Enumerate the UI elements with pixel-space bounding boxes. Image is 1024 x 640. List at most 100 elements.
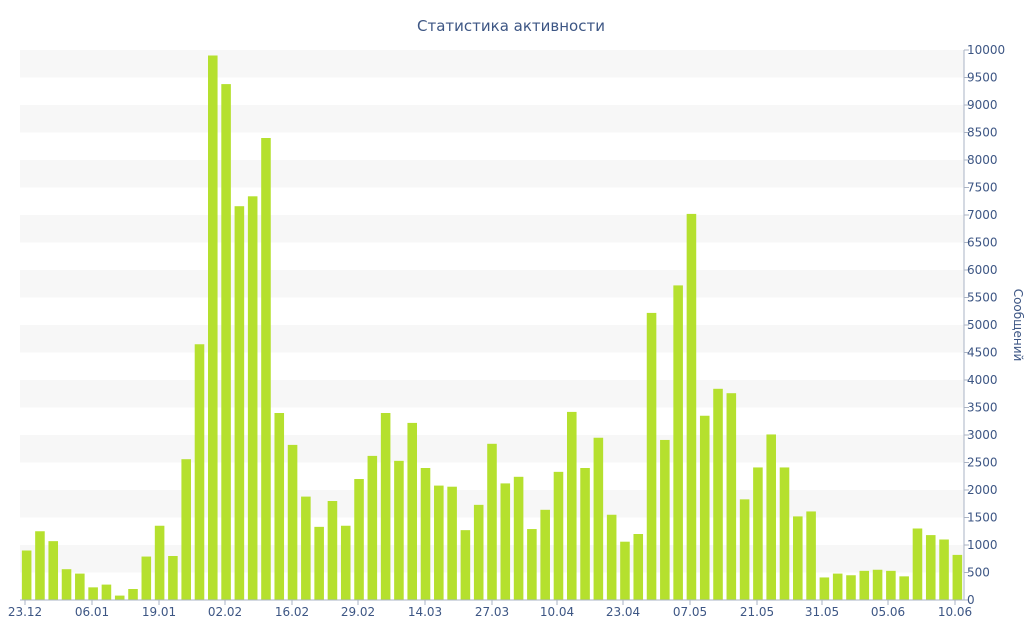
y-tick-label: 10000 [967,43,1005,57]
bar [540,509,550,600]
bar [48,541,59,600]
bar [912,528,923,600]
bar [846,575,856,600]
bar [327,501,338,600]
bar [527,529,537,600]
y-tick-label: 8500 [967,126,998,140]
bar [420,468,431,600]
bar [473,504,484,600]
x-tick-label: 29.02 [341,605,375,619]
x-tick-label: 14.03 [408,605,442,619]
bar [35,531,45,600]
bar [806,511,816,600]
bar [593,437,604,600]
y-tick-label: 5000 [967,318,998,332]
bar [434,485,444,600]
y-tick-label: 2000 [967,483,998,497]
bar [566,411,577,600]
y-tick-label: 8000 [967,153,998,167]
x-tick-label: 07.05 [673,605,707,619]
chart-title: Статистика активности [417,17,605,35]
bar [699,415,710,600]
bar [194,344,205,600]
grid-band [20,105,964,133]
x-axis-ticks: 23.12 06.01 19.01 02.02 16.02 29.02 14.03 27.03… [8,600,972,619]
bar [726,393,737,600]
bar [766,434,776,600]
bar [75,573,85,600]
bar [88,587,98,600]
bar [779,467,790,600]
y-tick-label: 5500 [967,291,998,305]
bar [872,569,883,600]
bar [859,570,870,600]
y-tick-label: 6500 [967,236,998,250]
bar [646,312,657,600]
bar [301,496,311,600]
bar [247,196,258,601]
bar [141,556,152,600]
bar [925,535,936,600]
bars [21,55,963,601]
bar [513,476,524,600]
bar [739,499,750,600]
bar [287,444,298,600]
bar [208,55,218,600]
y-tick-label: 4500 [967,346,998,360]
bar [580,468,590,600]
bar [154,525,165,600]
bar [952,554,963,600]
bar [274,413,285,600]
bar [939,539,949,600]
bar [394,460,404,600]
bar [367,455,378,600]
bar [673,285,683,600]
x-tick-label: 10.04 [540,605,574,619]
bar [553,471,564,600]
bar [407,422,418,600]
bar [686,213,697,600]
bar [61,569,72,600]
bar [886,570,896,600]
y-tick-label: 9000 [967,98,998,112]
x-tick-label: 02.02 [208,605,242,619]
x-tick-label: 21.05 [740,605,774,619]
y-tick-label: 1000 [967,538,998,552]
bar [660,439,670,600]
bar [261,138,271,600]
grid-band [20,380,964,408]
bar [460,530,471,600]
bar [221,84,231,601]
y-tick-label: 2500 [967,456,998,470]
x-tick-label: 31.05 [805,605,839,619]
bar [606,514,617,600]
bar [340,525,351,600]
bar [314,526,324,600]
grid-band [20,50,964,78]
bar [633,534,644,600]
y-tick-label: 4000 [967,373,998,387]
bar [899,576,909,600]
bar [487,443,497,600]
y-axis-ticks: 0 500 1000 1500 2000 2500 3000 3500 4000 4500 5000… [964,43,1005,607]
bar [832,573,843,600]
bar [753,467,763,600]
y-tick-label: 7000 [967,208,998,222]
y-tick-label: 500 [967,566,990,580]
bar [447,486,457,600]
grid-band [20,270,964,298]
x-tick-label: 16.02 [275,605,309,619]
y-tick-label: 1500 [967,511,998,525]
bar [819,577,830,600]
y-tick-label: 0 [967,593,975,607]
y-axis-label: Сообщений [1011,289,1024,362]
bar [101,584,112,600]
bar [380,413,391,600]
bar [181,459,191,600]
bar [713,388,723,600]
grid-band [20,325,964,353]
bar [234,206,245,600]
x-tick-label: 05.06 [871,605,905,619]
x-tick-label: 23.04 [606,605,640,619]
